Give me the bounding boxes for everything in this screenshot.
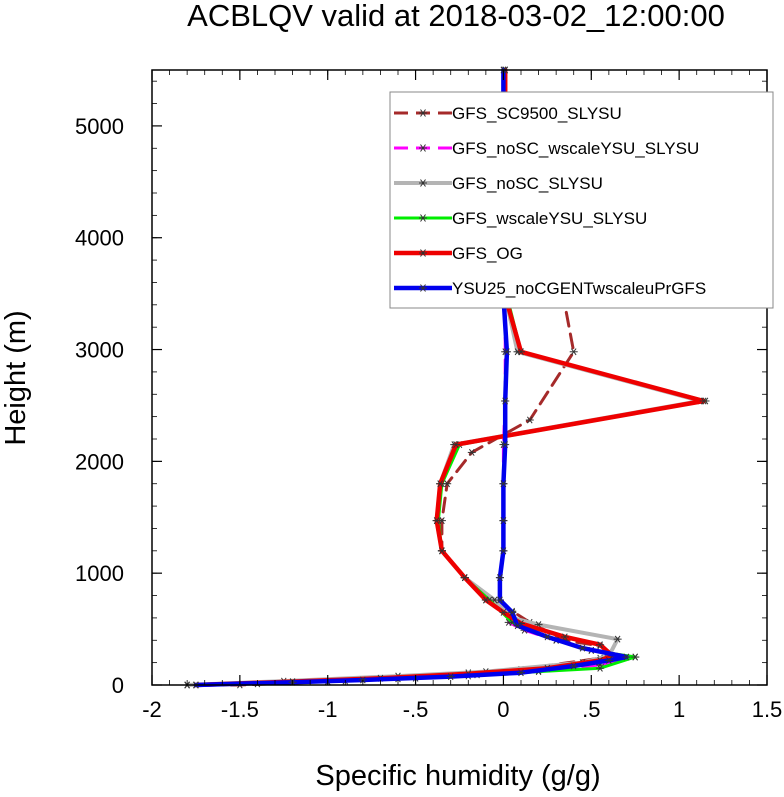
data-point: [596, 664, 605, 672]
y-tick-label: 5000: [75, 114, 124, 139]
x-tick-label: .5: [582, 697, 600, 722]
data-point: [543, 633, 552, 641]
legend-label: GFS_wscaleYSU_SLYSU: [452, 209, 647, 228]
series-line: [193, 67, 706, 688]
x-tick-label: 1.5: [752, 697, 783, 722]
data-point: [560, 633, 569, 641]
y-axis-label: Height (m): [0, 310, 32, 445]
data-point: [517, 348, 525, 356]
legend-label: YSU25_noCGENTwscaleuPrGFS: [452, 279, 706, 298]
legend: GFS_SC9500_SLYSU GFS_noSC_wscaleYSU_SLYSU…: [389, 91, 774, 309]
legend-item: GFS_SC9500_SLYSU: [394, 104, 622, 123]
data-point: [613, 635, 622, 643]
legend-marker: [420, 249, 426, 257]
x-tick-label: -.5: [403, 697, 429, 722]
data-point: [596, 641, 605, 649]
data-point: [467, 448, 476, 456]
data-point: [451, 441, 460, 449]
data-point: [517, 669, 525, 677]
data-point: [578, 644, 587, 652]
x-tick-label: -1: [318, 697, 338, 722]
legend-item: GFS_noSC_SLYSU: [394, 174, 603, 193]
legend-item: GFS_wscaleYSU_SLYSU: [394, 209, 647, 228]
data-point: [436, 480, 445, 488]
data-point: [437, 547, 446, 555]
x-tick-label: -1.5: [221, 697, 259, 722]
data-point: [495, 574, 504, 582]
data-point: [699, 397, 708, 405]
data-point: [481, 596, 490, 604]
legend-label: GFS_noSC_wscaleYSU_SLYSU: [452, 139, 699, 158]
data-point: [501, 441, 510, 449]
data-point: [508, 608, 517, 616]
x-tick-label: 1: [673, 697, 685, 722]
legend-label: GFS_SC9500_SLYSU: [452, 104, 622, 123]
x-tick-label: -2: [142, 697, 162, 722]
data-point: [446, 673, 455, 681]
series-layer: [183, 66, 710, 689]
data-point: [569, 662, 578, 670]
data-point: [499, 608, 508, 616]
data-point: [569, 348, 578, 356]
data-point: [499, 517, 508, 525]
data-point: [622, 653, 631, 661]
legend-marker: [420, 214, 426, 222]
legend-box: [389, 91, 774, 309]
legend-label: GFS_OG: [452, 244, 523, 263]
data-point: [495, 596, 504, 604]
legend-item: GFS_noSC_wscaleYSU_SLYSU: [394, 139, 699, 158]
data-point: [499, 547, 508, 555]
data-point: [502, 348, 511, 356]
series-5: [191, 66, 708, 689]
y-tick-label: 1000: [75, 561, 124, 586]
x-tick-label: 0: [497, 697, 509, 722]
legend-marker: [420, 284, 426, 292]
plot-frame: [151, 69, 768, 686]
legend-marker: [420, 144, 426, 152]
data-point: [631, 653, 640, 661]
series-line: [193, 67, 629, 688]
axes-layer: -2 -1.5 -1 -.5 0 .5 1 1.5 0 1000 2000 3000 4000 5000: [75, 69, 783, 722]
legend-label: GFS_noSC_SLYSU: [452, 174, 603, 193]
legend-marker: [420, 109, 426, 117]
data-point: [432, 517, 441, 525]
x-axis-label: Specific humidity (g/g): [315, 760, 600, 792]
chart-title: ACBLQV valid at 2018-03-02_12:00:00: [187, 0, 725, 33]
legend-item: YSU25_noCGENTwscaleuPrGFS: [394, 279, 706, 298]
data-point: [513, 622, 522, 630]
data-point: [525, 416, 534, 424]
legend-marker: [420, 179, 426, 187]
y-tick-label: 3000: [75, 338, 124, 363]
data-point: [501, 397, 510, 405]
y-tick-label: 4000: [75, 226, 124, 251]
data-point: [460, 574, 469, 582]
y-tick-label: 0: [112, 673, 124, 698]
data-point: [499, 480, 508, 488]
legend-item: GFS_OG: [394, 244, 523, 263]
data-point: [358, 676, 367, 684]
y-tick-label: 2000: [75, 449, 124, 474]
data-point: [604, 656, 613, 664]
